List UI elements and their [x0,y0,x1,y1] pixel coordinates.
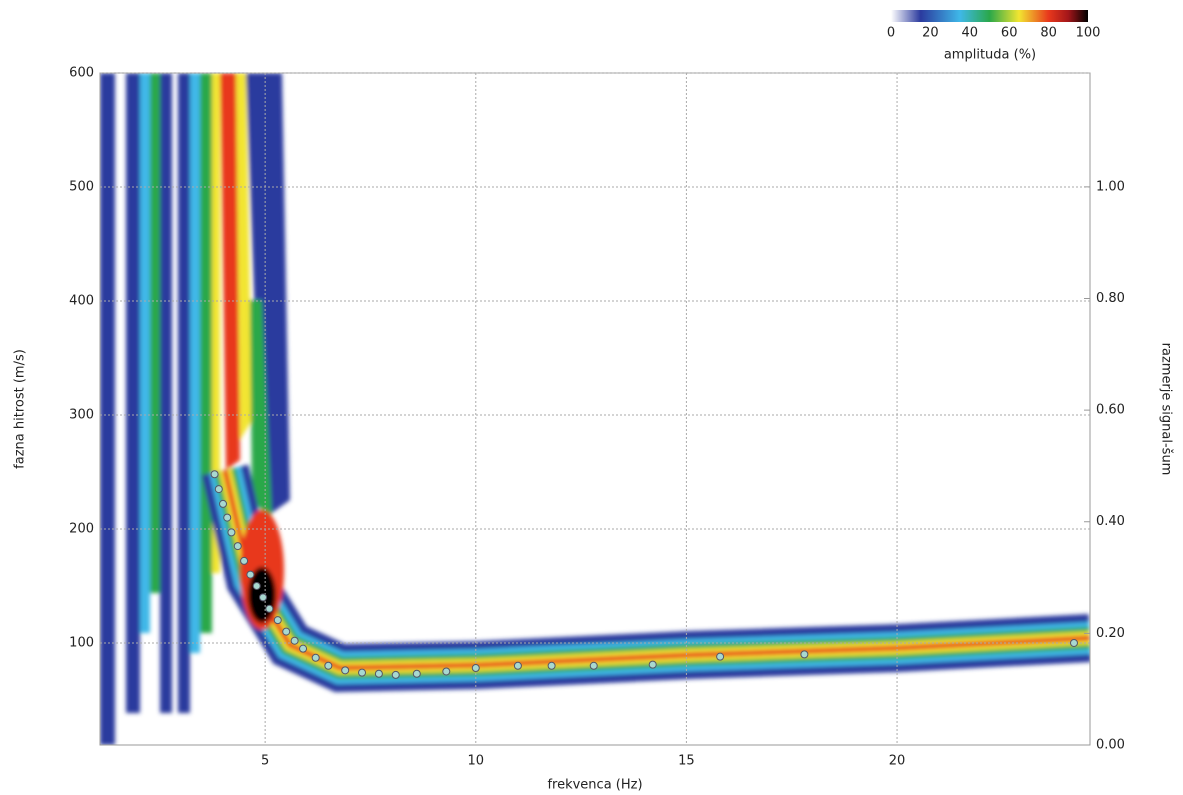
y-tick-label: 300 [69,407,94,422]
x-tick-label: 20 [889,754,906,769]
picked-point [342,667,349,674]
y-tick-label: 400 [69,293,94,308]
y2-tick-label: 0.60 [1096,403,1125,418]
picked-point [253,582,260,589]
picked-point [215,486,222,493]
picked-point [234,543,241,550]
colorbar [891,10,1088,22]
colorbar-tick-label: 60 [1001,26,1018,41]
picked-point [228,529,235,536]
picked-point [325,662,332,669]
picked-point [590,662,597,669]
picked-point [548,662,555,669]
colorbar-tick-label: 40 [962,26,979,41]
y2-tick-label: 0.80 [1096,291,1125,306]
y2-axis-label: razmerje signal-šum [1159,343,1174,476]
y2-tick-label: 0.20 [1096,626,1125,641]
colorbar-label: amplituda (%) [944,48,1036,63]
picked-point [359,669,366,676]
y-tick-label: 500 [69,179,94,194]
picked-point [375,670,382,677]
colorbar-tick-label: 0 [887,26,895,41]
picked-point [247,571,254,578]
y-tick-label: 100 [69,635,94,650]
colorbar-tick-label: 100 [1076,26,1101,41]
picked-point [472,665,479,672]
y-axis-label: fazna hitrost (m/s) [13,349,28,469]
picked-point [443,668,450,675]
picked-point [241,557,248,564]
colorbar-tick-label: 20 [922,26,939,41]
picked-point [649,661,656,668]
picked-point [717,653,724,660]
y-tick-label: 200 [69,521,94,536]
y2-tick-label: 1.00 [1096,179,1125,194]
x-tick-label: 5 [261,754,269,769]
picked-point [300,645,307,652]
x-tick-label: 10 [468,754,485,769]
energy-map [100,73,1090,745]
picked-point [266,605,273,612]
chart: amplituda (%) frekvenca (Hz) fazna hitro… [0,0,1183,795]
picked-point [1070,639,1077,646]
picked-point [260,594,267,601]
x-tick-label: 15 [678,754,695,769]
colorbar-tick-label: 80 [1040,26,1057,41]
picked-point [283,628,290,635]
picked-point [224,514,231,521]
y2-tick-label: 0.40 [1096,514,1125,529]
picked-point [220,500,227,507]
picked-point [514,662,521,669]
picked-point [274,617,281,624]
picked-point [211,471,218,478]
x-axis-label: frekvenca (Hz) [547,778,642,793]
y2-tick-label: 0.00 [1096,738,1125,753]
picked-point [312,654,319,661]
picked-point [291,637,298,644]
picked-point [413,670,420,677]
picked-point [801,651,808,658]
y-tick-label: 600 [69,66,94,81]
picked-point [392,671,399,678]
